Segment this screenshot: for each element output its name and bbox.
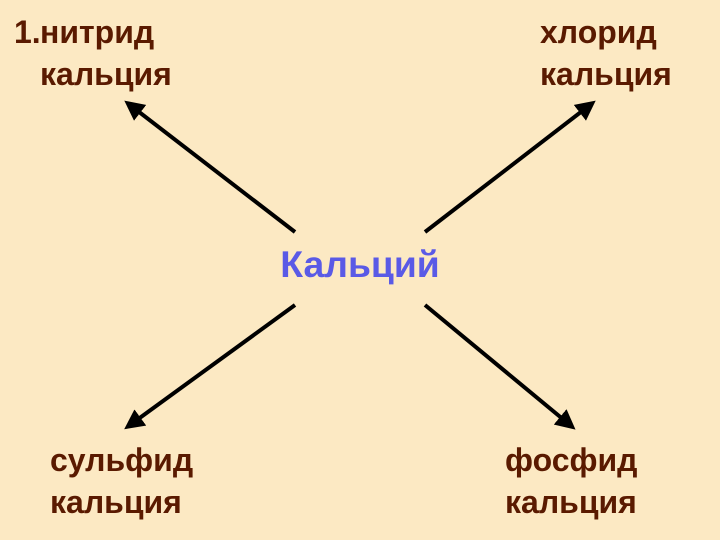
- node-bottom-left-line1: сульфид: [50, 440, 193, 482]
- center-label: Кальций: [280, 243, 440, 285]
- node-bottom-right-line1: фосфид: [505, 440, 637, 482]
- node-bottom-right: фосфид кальция: [505, 440, 637, 523]
- node-top-left-line1: нитрид: [40, 12, 172, 54]
- arrow-top_left: [130, 105, 295, 232]
- node-top-left-line2: кальция: [40, 54, 172, 96]
- node-top-left: нитрид кальция: [40, 12, 172, 95]
- node-top-right-line1: хлорид: [540, 12, 672, 54]
- list-number-text: 1.: [14, 14, 41, 50]
- node-bottom-right-line2: кальция: [505, 482, 637, 524]
- node-center: Кальций: [280, 243, 440, 286]
- node-top-right-line2: кальция: [540, 54, 672, 96]
- node-bottom-left: сульфид кальция: [50, 440, 193, 523]
- node-top-right: хлорид кальция: [540, 12, 672, 95]
- node-bottom-left-line2: кальция: [50, 482, 193, 524]
- arrow-bottom_right: [425, 305, 570, 425]
- arrow-bottom_left: [130, 305, 295, 425]
- arrow-top_right: [425, 105, 590, 232]
- list-number: 1.: [14, 12, 41, 54]
